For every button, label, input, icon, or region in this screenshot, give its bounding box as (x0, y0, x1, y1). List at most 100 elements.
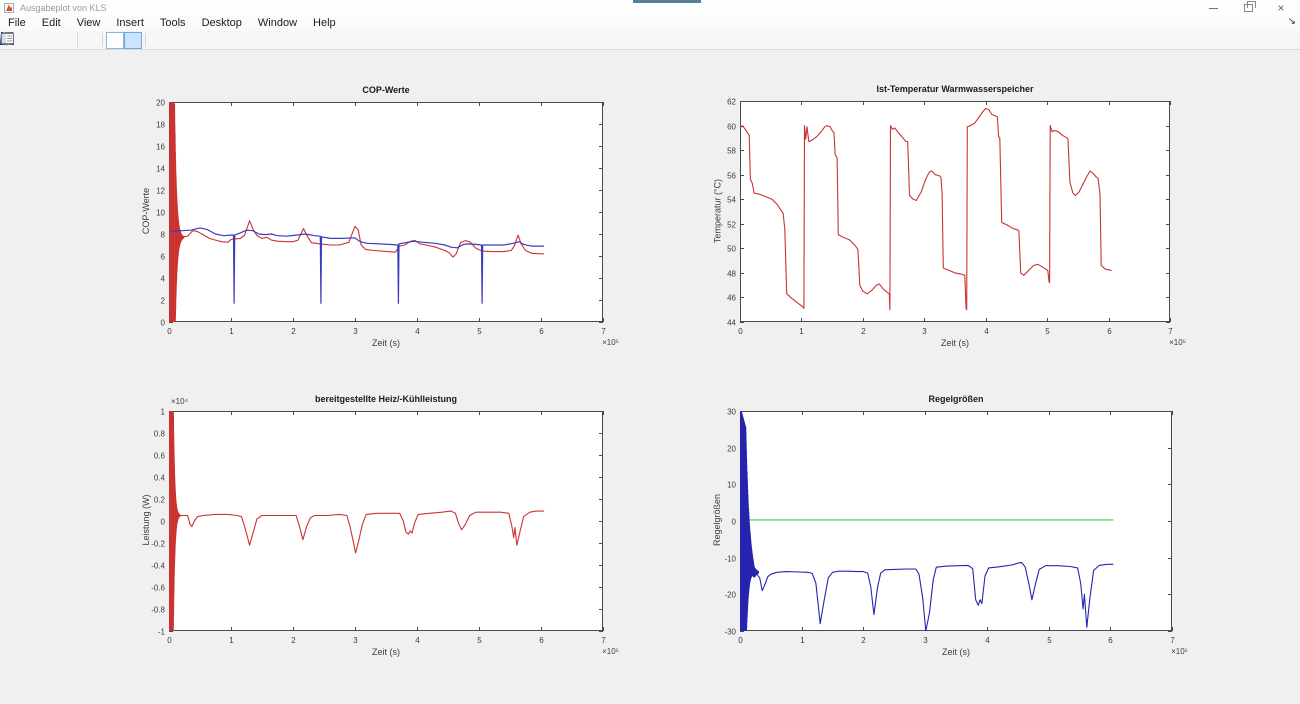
plot-area: 0 1 2 3 4 5 6 7 -1 -0.8 -0.6 -0.4 -0.2 0 0.2 0.4 0.6 0.8 1 (151, 408, 606, 646)
insert-legend-button[interactable] (1, 31, 142, 49)
menu-help[interactable]: Help (313, 17, 336, 29)
svg-text:8: 8 (161, 231, 166, 240)
insert-colorbar-button[interactable] (5, 31, 124, 49)
restore-icon (1243, 1, 1256, 12)
svg-text:20: 20 (727, 445, 736, 454)
x-axis-exponent: ×10⁵ (1169, 338, 1186, 347)
svg-text:0.8: 0.8 (154, 430, 166, 439)
svg-text:1: 1 (161, 408, 166, 417)
close-button[interactable]: × (1266, 0, 1296, 16)
svg-text:-0.2: -0.2 (151, 540, 165, 549)
toolbar-separator (77, 33, 78, 47)
svg-text:5: 5 (1047, 636, 1052, 645)
svg-text:-1: -1 (158, 628, 166, 637)
menu-window[interactable]: Window (257, 17, 298, 29)
svg-text:-0.4: -0.4 (151, 562, 165, 571)
svg-text:0.2: 0.2 (154, 496, 166, 505)
x-axis-label: Zeit (s) (372, 647, 400, 657)
svg-text:10: 10 (727, 481, 736, 490)
svg-text:2: 2 (861, 636, 866, 645)
svg-text:2: 2 (291, 327, 296, 336)
chart-title: Regelgrößen (928, 394, 984, 404)
toolbar-separator (102, 33, 103, 47)
svg-text:56: 56 (727, 172, 736, 181)
svg-text:6: 6 (539, 636, 544, 645)
x-axis-exponent: ×10⁵ (602, 647, 619, 656)
svg-text:50: 50 (727, 245, 736, 254)
property-inspector-button[interactable] (1, 32, 185, 49)
print-figure-button[interactable] (1, 32, 74, 49)
menu-insert[interactable]: Insert (116, 17, 144, 29)
svg-text:58: 58 (727, 147, 736, 156)
svg-text:4: 4 (984, 327, 989, 336)
svg-text:44: 44 (727, 319, 736, 328)
svg-text:1: 1 (799, 327, 804, 336)
x-axis-exponent: ×10⁵ (1171, 647, 1188, 656)
menu-desktop[interactable]: Desktop (201, 17, 242, 29)
background-window-edge (633, 0, 701, 3)
menu-tools[interactable]: Tools (159, 17, 186, 29)
minimize-button[interactable] (1198, 0, 1228, 16)
chart-title: COP-Werte (362, 85, 410, 95)
titlebar[interactable]: Ausgabeplot von KLS × (0, 0, 1300, 16)
svg-text:54: 54 (727, 196, 736, 205)
svg-text:18: 18 (156, 121, 165, 130)
svg-text:5: 5 (477, 327, 482, 336)
svg-text:10: 10 (156, 209, 165, 218)
svg-text:60: 60 (727, 123, 736, 132)
menu-file[interactable]: File (8, 17, 26, 29)
svg-text:0: 0 (161, 518, 166, 527)
x-axis-label: Zeit (s) (372, 338, 400, 348)
chart-title: bereitgestellte Heiz/-Kühlleistung (314, 394, 458, 404)
x-axis-label: Zeit (s) (942, 647, 970, 657)
subplot-regelgroessen: Regelgrößen Regelgrößen Zeit (s) ×10⁵ P-… (701, 389, 1198, 671)
svg-text:0: 0 (738, 327, 743, 336)
svg-text:1: 1 (229, 327, 234, 336)
svg-text:-30: -30 (724, 628, 736, 637)
svg-text:3: 3 (353, 327, 358, 336)
edit-plot-button[interactable] (3, 31, 167, 49)
svg-text:7: 7 (601, 327, 606, 336)
x-axis-exponent: ×10⁵ (602, 338, 619, 347)
y-axis-exponent: ×10⁴ (171, 397, 189, 406)
svg-text:7: 7 (601, 636, 606, 645)
svg-text:5: 5 (1045, 327, 1050, 336)
menu-edit[interactable]: Edit (41, 17, 61, 29)
svg-text:14: 14 (156, 165, 165, 174)
svg-text:16: 16 (156, 143, 165, 152)
window-title: Ausgabeplot von KLS (20, 3, 107, 13)
link-plot-button[interactable] (1, 32, 99, 49)
svg-text:0: 0 (738, 636, 743, 645)
svg-text:48: 48 (727, 270, 736, 279)
svg-text:7: 7 (1170, 636, 1175, 645)
menu-view[interactable]: View (76, 17, 101, 29)
matlab-figure-icon (4, 3, 14, 13)
svg-text:-0.6: -0.6 (151, 584, 165, 593)
menubar: File Edit View Insert Tools Desktop Window Help (0, 16, 1300, 31)
svg-text:4: 4 (415, 327, 420, 336)
svg-text:-20: -20 (724, 591, 736, 600)
svg-text:5: 5 (477, 636, 482, 645)
svg-text:6: 6 (161, 253, 166, 262)
dock-figure-arrow[interactable]: ↘ (1287, 16, 1296, 27)
svg-text:46: 46 (727, 294, 736, 303)
svg-text:6: 6 (539, 327, 544, 336)
svg-text:4: 4 (415, 636, 420, 645)
svg-text:30: 30 (727, 408, 736, 417)
svg-text:0: 0 (732, 518, 737, 527)
svg-text:6: 6 (1108, 636, 1113, 645)
svg-text:3: 3 (923, 636, 928, 645)
save-figure-button[interactable] (0, 32, 56, 49)
restore-button[interactable] (1233, 0, 1263, 16)
svg-text:2: 2 (291, 636, 296, 645)
chart-title: Ist-Temperatur Warmwasserspeicher (876, 84, 1034, 94)
svg-text:4: 4 (161, 275, 166, 284)
svg-text:6: 6 (1107, 327, 1112, 336)
svg-text:0: 0 (167, 636, 172, 645)
svg-text:4: 4 (985, 636, 990, 645)
svg-text:1: 1 (800, 636, 805, 645)
open-file-button[interactable] (1, 32, 38, 49)
svg-text:0: 0 (167, 327, 172, 336)
